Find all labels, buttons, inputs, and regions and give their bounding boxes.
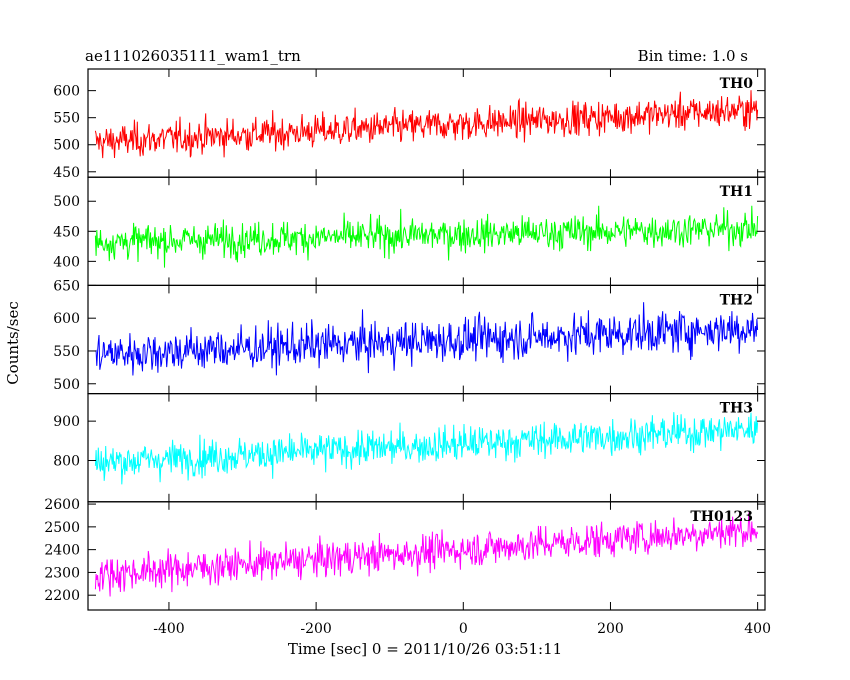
series-line-th3 xyxy=(94,412,759,485)
panel-label: TH1 xyxy=(720,184,753,200)
y-tick-label: 2500 xyxy=(44,520,80,536)
chart-title: ae111026035111_wam1_trn xyxy=(85,47,301,65)
y-tick-label: 500 xyxy=(53,377,80,393)
panel-label: TH0123 xyxy=(690,509,753,525)
x-tick-label: -400 xyxy=(153,621,184,637)
x-axis-label: Time [sec] 0 = 2011/10/26 03:51:11 xyxy=(288,640,562,658)
y-tick-label: 450 xyxy=(53,165,80,181)
y-tick-label: 2400 xyxy=(44,543,80,559)
bin-time-label: Bin time: 1.0 s xyxy=(638,47,748,65)
panel-th3: 800 900 TH3 xyxy=(53,393,766,503)
y-tick-label: 650 xyxy=(53,278,80,294)
y-tick-label: 2300 xyxy=(44,565,80,581)
panel-th0: 450 500 550 600 TH0 xyxy=(53,68,766,181)
y-tick-label: 2600 xyxy=(44,497,80,513)
y-tick-label: 800 xyxy=(53,453,80,469)
series-line-th1 xyxy=(94,205,759,268)
y-tick-label: 550 xyxy=(53,344,80,360)
panel-label: TH2 xyxy=(720,292,753,308)
x-tick-label: 200 xyxy=(597,621,624,637)
y-axis-label: Counts/sec xyxy=(4,301,22,385)
panel-th1: 400 450 500 TH1 xyxy=(53,176,766,286)
panels: 450 500 550 600 TH0 400 450 500 TH1 500 550 600 650 T… xyxy=(44,68,771,637)
y-tick-label: 500 xyxy=(53,194,80,210)
y-tick-label: 500 xyxy=(53,138,80,154)
x-tick-label: 400 xyxy=(744,621,771,637)
y-tick-label: 600 xyxy=(53,84,80,100)
y-tick-label: 900 xyxy=(53,414,80,430)
y-tick-label: 450 xyxy=(53,224,80,240)
series-line-th0 xyxy=(94,90,759,159)
y-tick-label: 600 xyxy=(53,311,80,327)
series-line-th2 xyxy=(95,302,759,376)
panel-label: TH0 xyxy=(720,76,754,92)
panel-frame xyxy=(87,501,766,611)
panel-th0123: 2200 2300 2400 2500 2600 TH0123 xyxy=(44,497,766,611)
series-line-th0123 xyxy=(94,512,759,597)
x-tick-label: -200 xyxy=(300,621,331,637)
panel-label: TH3 xyxy=(720,401,753,417)
y-tick-label: 2200 xyxy=(44,588,80,604)
y-tick-label: 400 xyxy=(53,254,80,270)
x-tick-label: 0 xyxy=(459,621,468,637)
panel-th2: 500 550 600 650 TH2 xyxy=(53,278,766,395)
y-tick-label: 550 xyxy=(53,111,80,127)
